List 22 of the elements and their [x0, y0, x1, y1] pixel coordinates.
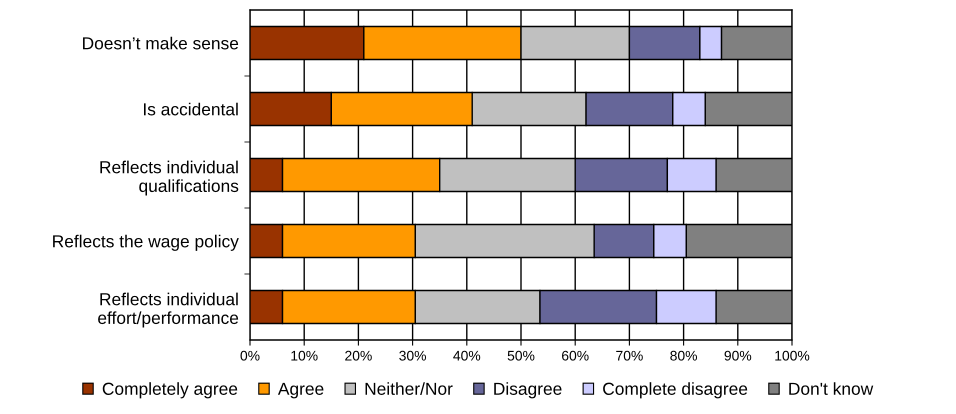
legend-label: Completely agree — [102, 382, 238, 398]
y-tick-label: Is accidental — [144, 102, 238, 116]
legend-label: Complete disagree — [603, 382, 748, 398]
y-tick-label: Doesn’t make sense — [83, 36, 238, 50]
y-tick-label: Reflects the wage policy — [53, 234, 239, 251]
x-tick-label: 0% — [240, 350, 260, 361]
legend-label: Don't know — [789, 382, 874, 395]
x-tick-label: 100% — [775, 350, 810, 361]
y-tick-label: Reflects individual qualifications — [100, 160, 238, 196]
y-tick-label: Reflects individual effort/performance — [98, 292, 238, 328]
legend-label: Neither/Nor — [366, 382, 453, 395]
x-tick-label: 20% — [345, 350, 372, 361]
x-tick-label: 70% — [616, 350, 643, 361]
x-tick-label: 90% — [724, 350, 752, 361]
x-tick-label: 40% — [453, 350, 480, 361]
x-tick-label: 30% — [399, 350, 426, 361]
x-tick-label: 10% — [291, 350, 318, 361]
legend-label: Agree — [278, 382, 324, 398]
legend-label: Disagree — [494, 382, 562, 398]
x-tick-label: 80% — [670, 350, 698, 361]
x-tick-label: 60% — [562, 350, 589, 361]
x-tick-label: 50% — [508, 350, 534, 361]
